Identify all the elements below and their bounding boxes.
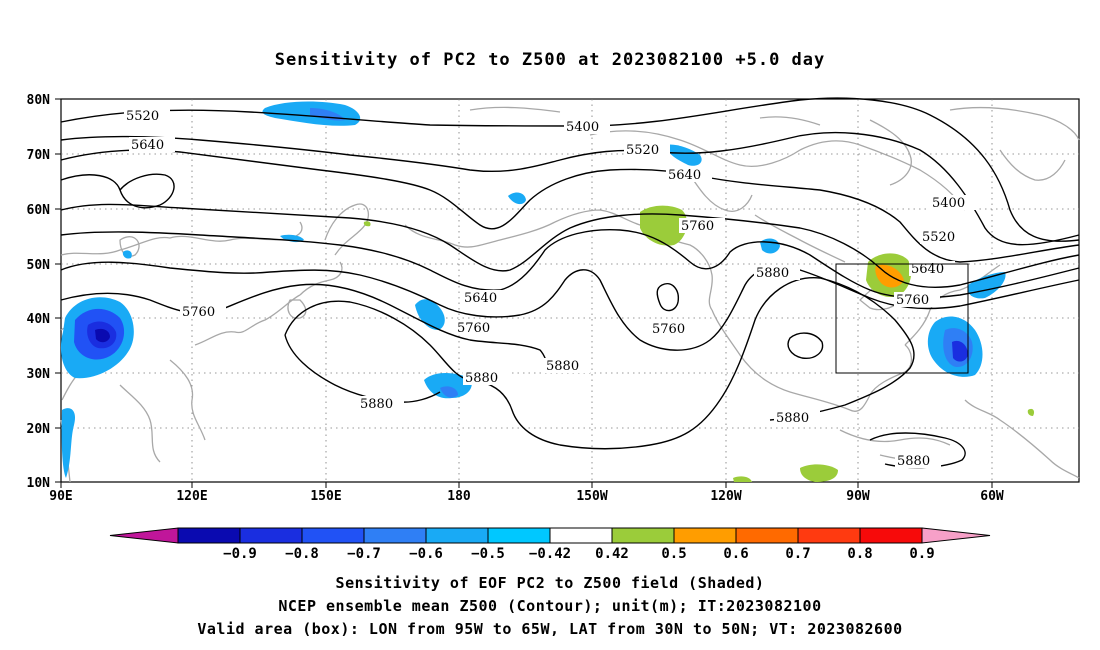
svg-text:5400: 5400 [932,196,965,211]
colorbar [109,527,991,544]
contour-label-5640-b: 5640 [666,167,712,183]
contour-label-5760-e: 5760 [650,321,696,337]
contour-label-5640-a: 5640 [129,137,175,153]
svg-text:5760: 5760 [182,305,215,320]
caption-shading: Sensitivity of EOF PC2 to Z500 field (Sh… [335,574,765,592]
contour-label-5880-b: 5880 [544,358,590,374]
svg-text:5640: 5640 [131,138,164,153]
lat-label: 30N [27,367,51,382]
colorbar-cell [363,527,427,544]
svg-text:5520: 5520 [126,109,159,124]
svg-text:5880: 5880 [776,411,809,426]
contour-label-5520-b: 5520 [624,142,670,158]
lat-label: 80N [27,93,51,108]
svg-text:5760: 5760 [457,321,490,336]
svg-text:5880: 5880 [546,359,579,374]
lon-axis-labels: 90E 120E 150E 180 150W 120W 90W 60W [49,489,1004,504]
contour-label-5400-a: 5400 [564,119,610,135]
contour-label-5880-c: 5880 [463,370,509,386]
lon-label: 180 [447,489,471,504]
contour-label-5640-d: 5640 [462,290,508,306]
contour-label-5880-a: 5880 [754,265,800,281]
contour-label-5880-f: 5880 [895,453,941,469]
contour-label-5640-c: 5640 [909,261,955,277]
colorbar-labels: −0.9 −0.8 −0.7 −0.6 −0.5 −0.42 0.42 0.5 0.6 0.7 0.… [223,546,935,562]
svg-text:5520: 5520 [922,230,955,245]
lon-label: 90W [846,489,870,504]
svg-text:5880: 5880 [756,266,789,281]
lon-label: 60W [980,489,1004,504]
svg-text:5400: 5400 [566,120,599,135]
colorbar-cell [487,527,551,544]
lon-label: 120W [710,489,741,504]
lon-label: 150E [310,489,341,504]
lat-label: 70N [27,148,51,163]
caption-valid-area: Valid area (box): LON from 95W to 65W, L… [197,620,903,638]
lat-label: 10N [27,476,51,491]
colorbar-label: 0.42 [595,546,629,562]
contour-label-5760-c: 5760 [455,320,501,336]
colorbar-label: −0.6 [409,546,443,562]
svg-text:5760: 5760 [896,293,929,308]
svg-text:5640: 5640 [911,262,944,277]
contour-label-5760-d: 5760 [180,304,226,320]
colorbar-cell [673,527,737,544]
contour-label-5760-a: 5760 [679,218,725,234]
contour-label-5520-c: 5520 [920,229,966,245]
lat-label: 20N [27,422,51,437]
contour-labels: 5520 5640 5400 5520 5640 5760 5400 5520 … [124,108,976,469]
colorbar-label: −0.42 [529,546,571,562]
lon-label: 120E [176,489,207,504]
svg-text:5760: 5760 [652,322,685,337]
lat-axis-labels: 80N 70N 60N 50N 40N 30N 20N 10N [27,93,51,491]
lat-label: 50N [27,258,51,273]
lon-label: 150W [576,489,607,504]
colorbar-cell [859,527,923,544]
colorbar-label: 0.5 [661,546,686,562]
svg-text:5880: 5880 [465,371,498,386]
colorbar-label: −0.8 [285,546,319,562]
svg-text:5640: 5640 [668,168,701,183]
tick-marks [55,98,993,488]
colorbar-right-triangle [921,527,991,544]
valid-area-box [835,263,969,374]
contour-label-5880-d: 5880 [358,396,404,412]
colorbar-cell [425,527,489,544]
svg-text:5880: 5880 [897,454,930,469]
contour-label-5520-a: 5520 [124,108,170,124]
colorbar-label: 0.6 [723,546,748,562]
colorbar-cell [611,527,675,544]
svg-text:5640: 5640 [464,291,497,306]
colorbar-cell [797,527,861,544]
svg-text:5520: 5520 [626,143,659,158]
colorbar-left-triangle [109,527,179,544]
colorbar-label: 0.9 [909,546,934,562]
contour-label-5880-e: 5880 [774,410,820,426]
colorbar-cell [549,527,613,544]
contour-label-5760-b: 5760 [894,292,940,308]
colorbar-label: −0.9 [223,546,257,562]
colorbar-cell [177,527,241,544]
colorbar-cell [239,527,303,544]
colorbar-label: −0.7 [347,546,381,562]
contour-label-5400-b: 5400 [930,195,976,211]
colorbar-cell [301,527,365,544]
colorbar-label: 0.8 [847,546,872,562]
map-frame [60,98,1080,483]
colorbar-cell [735,527,799,544]
map-title: Sensitivity of PC2 to Z500 at 2023082100… [274,50,826,70]
lat-label: 40N [27,312,51,327]
colorbar-label: 0.7 [785,546,810,562]
colorbar-label: −0.5 [471,546,505,562]
caption-contour: NCEP ensemble mean Z500 (Contour); unit(… [278,597,822,615]
svg-text:5760: 5760 [681,219,714,234]
shading [60,101,1035,482]
lat-label: 60N [27,203,51,218]
lon-label: 90E [49,489,72,504]
svg-text:5880: 5880 [360,397,393,412]
